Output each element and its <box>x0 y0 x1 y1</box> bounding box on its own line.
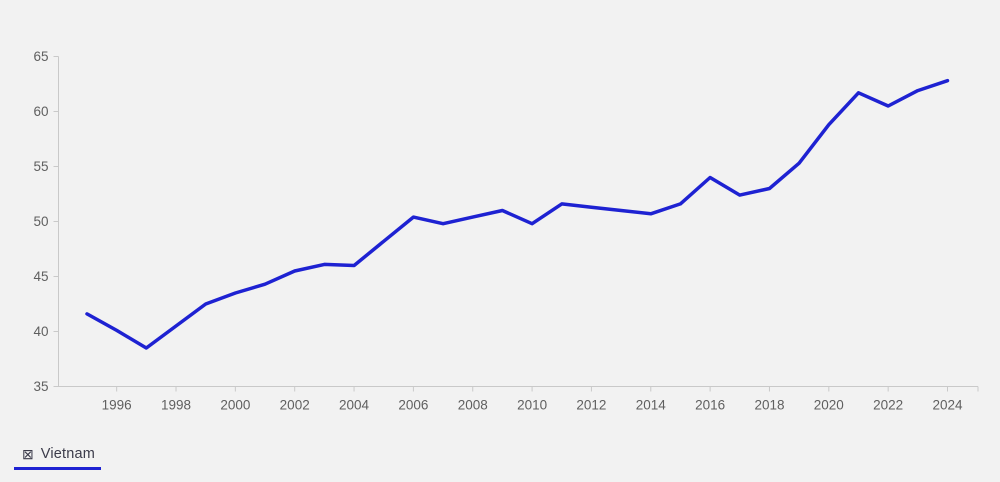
svg-text:2024: 2024 <box>932 398 963 413</box>
svg-text:2022: 2022 <box>873 398 903 413</box>
svg-text:2020: 2020 <box>814 398 844 413</box>
svg-text:2010: 2010 <box>517 398 547 413</box>
svg-text:45: 45 <box>33 269 48 284</box>
svg-text:50: 50 <box>33 214 48 229</box>
svg-text:55: 55 <box>33 159 48 174</box>
svg-text:2008: 2008 <box>458 398 488 413</box>
svg-text:2012: 2012 <box>576 398 606 413</box>
svg-text:2018: 2018 <box>754 398 784 413</box>
remove-series-icon[interactable]: ⊠ <box>22 446 34 462</box>
legend-item-vietnam[interactable]: ⊠ Vietnam <box>14 446 102 470</box>
svg-text:35: 35 <box>33 379 48 394</box>
svg-text:65: 65 <box>33 49 48 64</box>
svg-text:1998: 1998 <box>161 398 191 413</box>
svg-text:2006: 2006 <box>398 398 428 413</box>
svg-text:1996: 1996 <box>102 398 132 413</box>
svg-text:2004: 2004 <box>339 398 370 413</box>
svg-text:2014: 2014 <box>636 398 667 413</box>
svg-text:40: 40 <box>33 324 48 339</box>
svg-text:2016: 2016 <box>695 398 725 413</box>
legend-label: Vietnam <box>40 446 96 462</box>
svg-text:2000: 2000 <box>220 398 250 413</box>
line-chart: 35 40 45 50 55 60 65 1996 1998 2000 2002 2004 2006 20… <box>33 49 979 413</box>
svg-text:60: 60 <box>33 104 48 119</box>
svg-text:2002: 2002 <box>280 398 310 413</box>
